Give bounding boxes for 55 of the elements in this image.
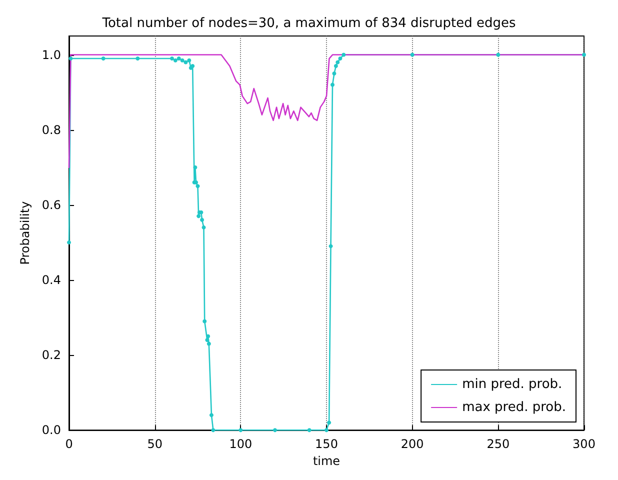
x-tick-label: 0 [65,437,73,452]
point [68,56,73,61]
x-tick-label: 300 [572,437,596,452]
point [211,428,216,432]
y-tick-label: 1.0 [42,48,61,62]
x-tick-label: 200 [400,437,424,452]
point [334,64,338,68]
point [342,52,346,57]
point [101,56,106,61]
point [410,52,414,57]
point [67,240,71,244]
point [209,413,214,418]
y-tick-label: 0.8 [42,122,61,137]
point [136,56,140,61]
point [200,218,204,222]
point [176,56,181,61]
point [307,428,312,432]
y-tick-label: 0.2 [42,348,61,362]
y-axis-title: Probability [18,201,32,265]
y-tick-label: 0.4 [42,272,61,287]
x-tick-label: 250 [486,437,510,452]
point [187,58,192,62]
chart-title: Total number of nodes=30, a maximum of 834 disrupted edges [101,16,516,31]
legend-label: max pred. prob. [462,400,566,415]
point [180,58,184,62]
y-tick-label: 0.6 [42,198,61,212]
point [328,244,333,248]
point [206,342,211,346]
point [273,428,277,432]
point [173,58,178,62]
point [202,319,207,324]
point [196,214,201,218]
point [184,60,188,64]
line-series [68,54,585,168]
x-tick-label: 50 [147,437,162,452]
point [205,338,210,342]
point [332,72,336,76]
point [327,420,332,425]
point [582,52,586,57]
point [330,82,335,87]
point [238,428,243,432]
x-tick-label: 100 [229,437,252,452]
legend-label: min pred. prob. [462,377,562,392]
point [496,52,500,57]
point [196,184,200,188]
point [336,60,340,64]
x-tick-label: 150 [315,437,338,452]
point [206,334,210,338]
point [324,428,328,432]
point [202,225,206,230]
point [193,165,198,170]
x-axis-title: time [312,454,340,468]
point [170,56,174,61]
point [338,56,342,61]
y-tick-label: 0.0 [42,423,61,438]
